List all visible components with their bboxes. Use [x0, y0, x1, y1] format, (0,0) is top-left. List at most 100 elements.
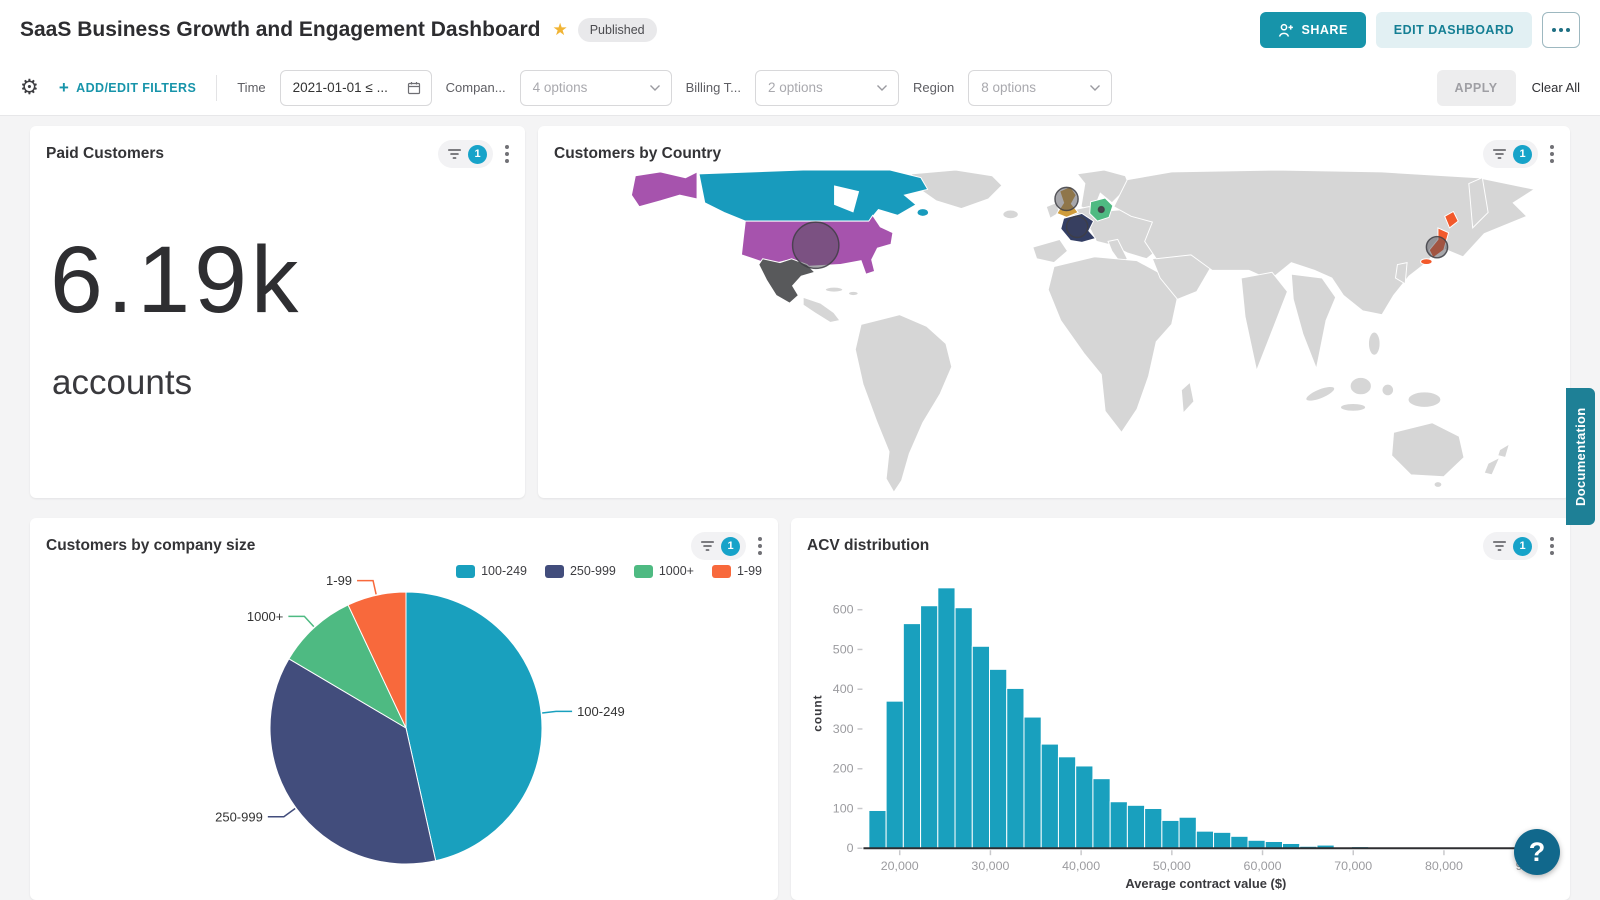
pie-slice-label: 1000+	[247, 609, 284, 624]
kpi-value: 6.19k	[50, 227, 303, 333]
histogram-bar[interactable]	[1178, 816, 1197, 849]
billing-filter-label: Billing T...	[685, 80, 742, 95]
map-new-zealand	[1497, 442, 1511, 459]
y-tick-label: 100	[833, 801, 854, 815]
y-tick-label: 0	[847, 841, 854, 855]
legend-item-250-999[interactable]: 250-999	[544, 564, 616, 578]
histogram-bar[interactable]	[1057, 756, 1077, 849]
apply-button[interactable]: APPLY	[1436, 69, 1516, 106]
widget-menu-kebab[interactable]	[1550, 537, 1554, 555]
help-button[interactable]: ?	[1514, 829, 1560, 875]
widget-filter-chip[interactable]: 1	[1483, 140, 1538, 168]
map-country-alaska[interactable]	[630, 171, 698, 208]
documentation-tab[interactable]: Documentation	[1566, 388, 1595, 525]
histogram-bar[interactable]	[885, 700, 904, 849]
histogram-bar[interactable]	[1109, 801, 1128, 849]
histogram-bar[interactable]	[989, 668, 1008, 849]
map-sulawesi	[1381, 383, 1395, 397]
widget-menu-kebab[interactable]	[758, 537, 762, 555]
more-options-button[interactable]	[1542, 12, 1580, 48]
divider	[216, 74, 218, 101]
legend-item-100-249[interactable]: 100-249	[456, 564, 527, 578]
map-java	[1340, 402, 1367, 412]
edit-dashboard-button[interactable]: EDIT DASHBOARD	[1375, 12, 1532, 48]
histogram-bar[interactable]	[1144, 808, 1163, 849]
x-tick-label: 20,000	[881, 859, 919, 873]
histogram-bar[interactable]	[1075, 765, 1094, 849]
map-central-america	[802, 296, 841, 323]
widget-title: Paid Customers	[46, 145, 165, 162]
legend-swatch	[544, 564, 564, 578]
share-button-label: SHARE	[1301, 23, 1348, 37]
chevron-down-icon	[877, 84, 888, 91]
legend-item-1-99[interactable]: 1-99	[711, 564, 762, 578]
add-edit-filters-label: ADD/EDIT FILTERS	[76, 80, 197, 95]
page-title: SaaS Business Growth and Engagement Dash…	[20, 18, 541, 41]
histogram-bar[interactable]	[1006, 687, 1025, 849]
map-bubble-uk[interactable]	[1054, 186, 1079, 212]
company-filter-select[interactable]: 4 options	[519, 69, 672, 106]
map-tasmania	[1433, 481, 1443, 488]
histogram-bar[interactable]	[937, 587, 956, 849]
legend-item-1000+[interactable]: 1000+	[633, 564, 694, 578]
widget-menu-kebab[interactable]	[1550, 145, 1554, 163]
map-country-japan-hokkaido[interactable]	[1444, 210, 1459, 229]
x-tick-label: 50,000	[1153, 859, 1191, 873]
status-badge: Published	[577, 18, 657, 42]
map-india	[1240, 271, 1289, 373]
histogram-bar[interactable]	[1264, 840, 1283, 849]
favorite-star-icon[interactable]: ★	[552, 20, 568, 39]
time-filter-input[interactable]: 2021-01-01 ≤ ...	[279, 69, 432, 106]
histogram-bar[interactable]	[902, 623, 922, 849]
map-country-mexico[interactable]	[758, 258, 816, 304]
add-edit-filters-button[interactable]: + ADD/EDIT FILTERS	[59, 78, 196, 98]
histogram-bar[interactable]	[1213, 831, 1232, 849]
histogram-bar[interactable]	[1247, 839, 1266, 849]
histogram-bar[interactable]	[1126, 804, 1146, 849]
widget-filter-chip[interactable]: 1	[438, 140, 493, 168]
map-philippines	[1368, 331, 1381, 356]
map-madagascar	[1180, 381, 1195, 415]
y-axis-label: count	[811, 694, 825, 731]
map-bubble-france[interactable]	[1065, 215, 1089, 239]
filter-bar: ⚙ + ADD/EDIT FILTERS Time 2021-01-01 ≤ .…	[0, 60, 1600, 116]
kpi-unit: accounts	[52, 363, 193, 402]
map-country-japan-kyushu	[1420, 258, 1433, 266]
widget-menu-kebab[interactable]	[505, 145, 509, 163]
filter-count-badge: 1	[1513, 144, 1532, 164]
region-filter-select[interactable]: 8 options	[968, 69, 1113, 106]
funnel-filter-icon	[1493, 149, 1506, 159]
histogram-bar[interactable]	[1195, 830, 1215, 849]
map-iberia	[1032, 238, 1069, 264]
map-country-canada[interactable]	[698, 169, 929, 222]
histogram-bar[interactable]	[1092, 778, 1111, 849]
histogram-bar[interactable]	[971, 645, 991, 849]
pie-slice-1-99[interactable]	[347, 591, 407, 729]
pie-slice-250-999[interactable]	[269, 658, 437, 865]
map-bubble-usa[interactable]	[791, 221, 840, 270]
histogram-bar[interactable]	[1040, 743, 1059, 849]
widget-title: Customers by company size	[46, 537, 256, 554]
clear-all-button[interactable]: Clear All	[1531, 80, 1580, 95]
widget-filter-chip[interactable]: 1	[691, 532, 746, 560]
share-button[interactable]: SHARE	[1259, 12, 1366, 48]
y-tick-label: 200	[833, 762, 854, 776]
histogram-bar[interactable]	[920, 605, 939, 849]
legend-label: 250-999	[569, 564, 616, 578]
widget-paid-customers: Paid Customers 1 6.19k accounts	[30, 126, 525, 498]
pie-slice-100-249[interactable]	[405, 591, 543, 862]
histogram-bar[interactable]	[868, 809, 887, 849]
billing-filter-select[interactable]: 2 options	[755, 69, 900, 106]
histogram-bar[interactable]	[1230, 835, 1249, 849]
filter-settings-gear-icon[interactable]: ⚙	[20, 76, 39, 99]
edit-dashboard-label: EDIT DASHBOARD	[1393, 23, 1514, 37]
dot-icon	[1566, 28, 1570, 32]
histogram-bar[interactable]	[1023, 716, 1042, 849]
histogram-bar[interactable]	[954, 607, 973, 849]
pie-slice-1000+[interactable]	[288, 604, 408, 730]
company-filter-value: 4 options	[532, 80, 588, 95]
map-bubble-japan[interactable]	[1425, 235, 1449, 259]
map-bubble-germany[interactable]	[1097, 205, 1105, 214]
histogram-bar[interactable]	[1161, 819, 1180, 849]
widget-filter-chip[interactable]: 1	[1483, 532, 1538, 560]
